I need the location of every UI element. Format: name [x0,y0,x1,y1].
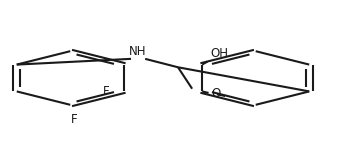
Text: NH: NH [129,45,146,58]
Text: O: O [211,87,220,100]
Text: F: F [103,85,110,98]
Text: OH: OH [210,47,228,60]
Text: F: F [70,113,77,126]
